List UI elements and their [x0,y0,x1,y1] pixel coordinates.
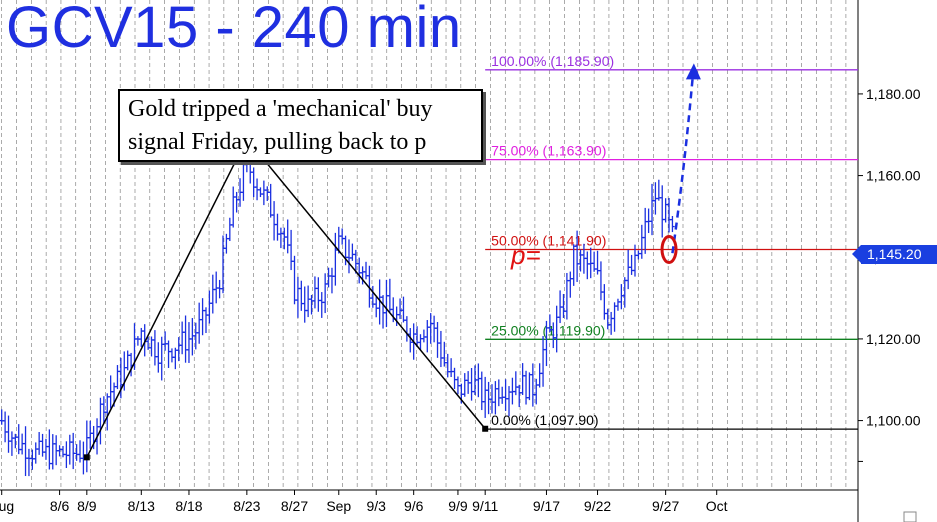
swing-point [482,425,489,432]
fib-level-label: 75.00% (1,163.90) [491,143,606,159]
grid [1,0,847,490]
x-tick-label: Oct [706,498,728,514]
annotation-box: Gold tripped a 'mechanical' buy signal F… [118,89,483,162]
x-tick-label: 8/9 [77,498,97,514]
swing-point [83,454,90,461]
chart-title: GCV15 - 240 min [6,0,462,60]
annotation-line-2: signal Friday, pulling back to p [128,129,427,155]
projection-arrowhead [685,63,701,80]
y-tick-label: 1,120.00 [866,331,921,347]
x-tick-label: Aug [0,498,14,514]
current-price-tag: 1,145.20 [852,245,937,264]
fib-level-label: 50.00% (1,141.90) [491,232,606,248]
scroll-box [903,511,917,522]
x-tick-label: 9/6 [404,498,424,514]
y-tick-label: 1,160.00 [866,168,921,184]
x-tick-label: 8/13 [128,498,155,514]
x-tick-label: 8/6 [50,498,70,514]
fib-level-label: 0.00% (1,097.90) [491,412,598,428]
x-tick-label: 9/11 [472,498,498,514]
p-target-circle [660,234,678,264]
projection-dashed-line [671,75,695,254]
p-marker-label: p= [511,240,541,270]
swing-line [246,138,486,430]
x-tick-label: 9/22 [584,498,611,514]
x-tick-label: 9/3 [366,498,386,514]
swing-line [86,138,248,458]
x-tick-label: 8/27 [281,498,308,514]
x-tick-label: 9/9 [448,498,468,514]
annotation-line-1: Gold tripped a 'mechanical' buy [128,96,433,122]
x-tick-label: 8/23 [233,498,260,514]
fib-level-label: 100.00% (1,185.90) [491,53,614,69]
fib-level-label: 25.00% (1,119.90) [491,322,605,338]
y-tick-label: 1,180.00 [866,86,921,102]
y-tick-label: 1,100.00 [866,413,921,429]
x-tick-label: 9/17 [533,498,560,514]
x-tick-label: Sep [326,498,351,514]
x-tick-label: 8/18 [175,498,202,514]
x-tick-label: 9/27 [652,498,679,514]
